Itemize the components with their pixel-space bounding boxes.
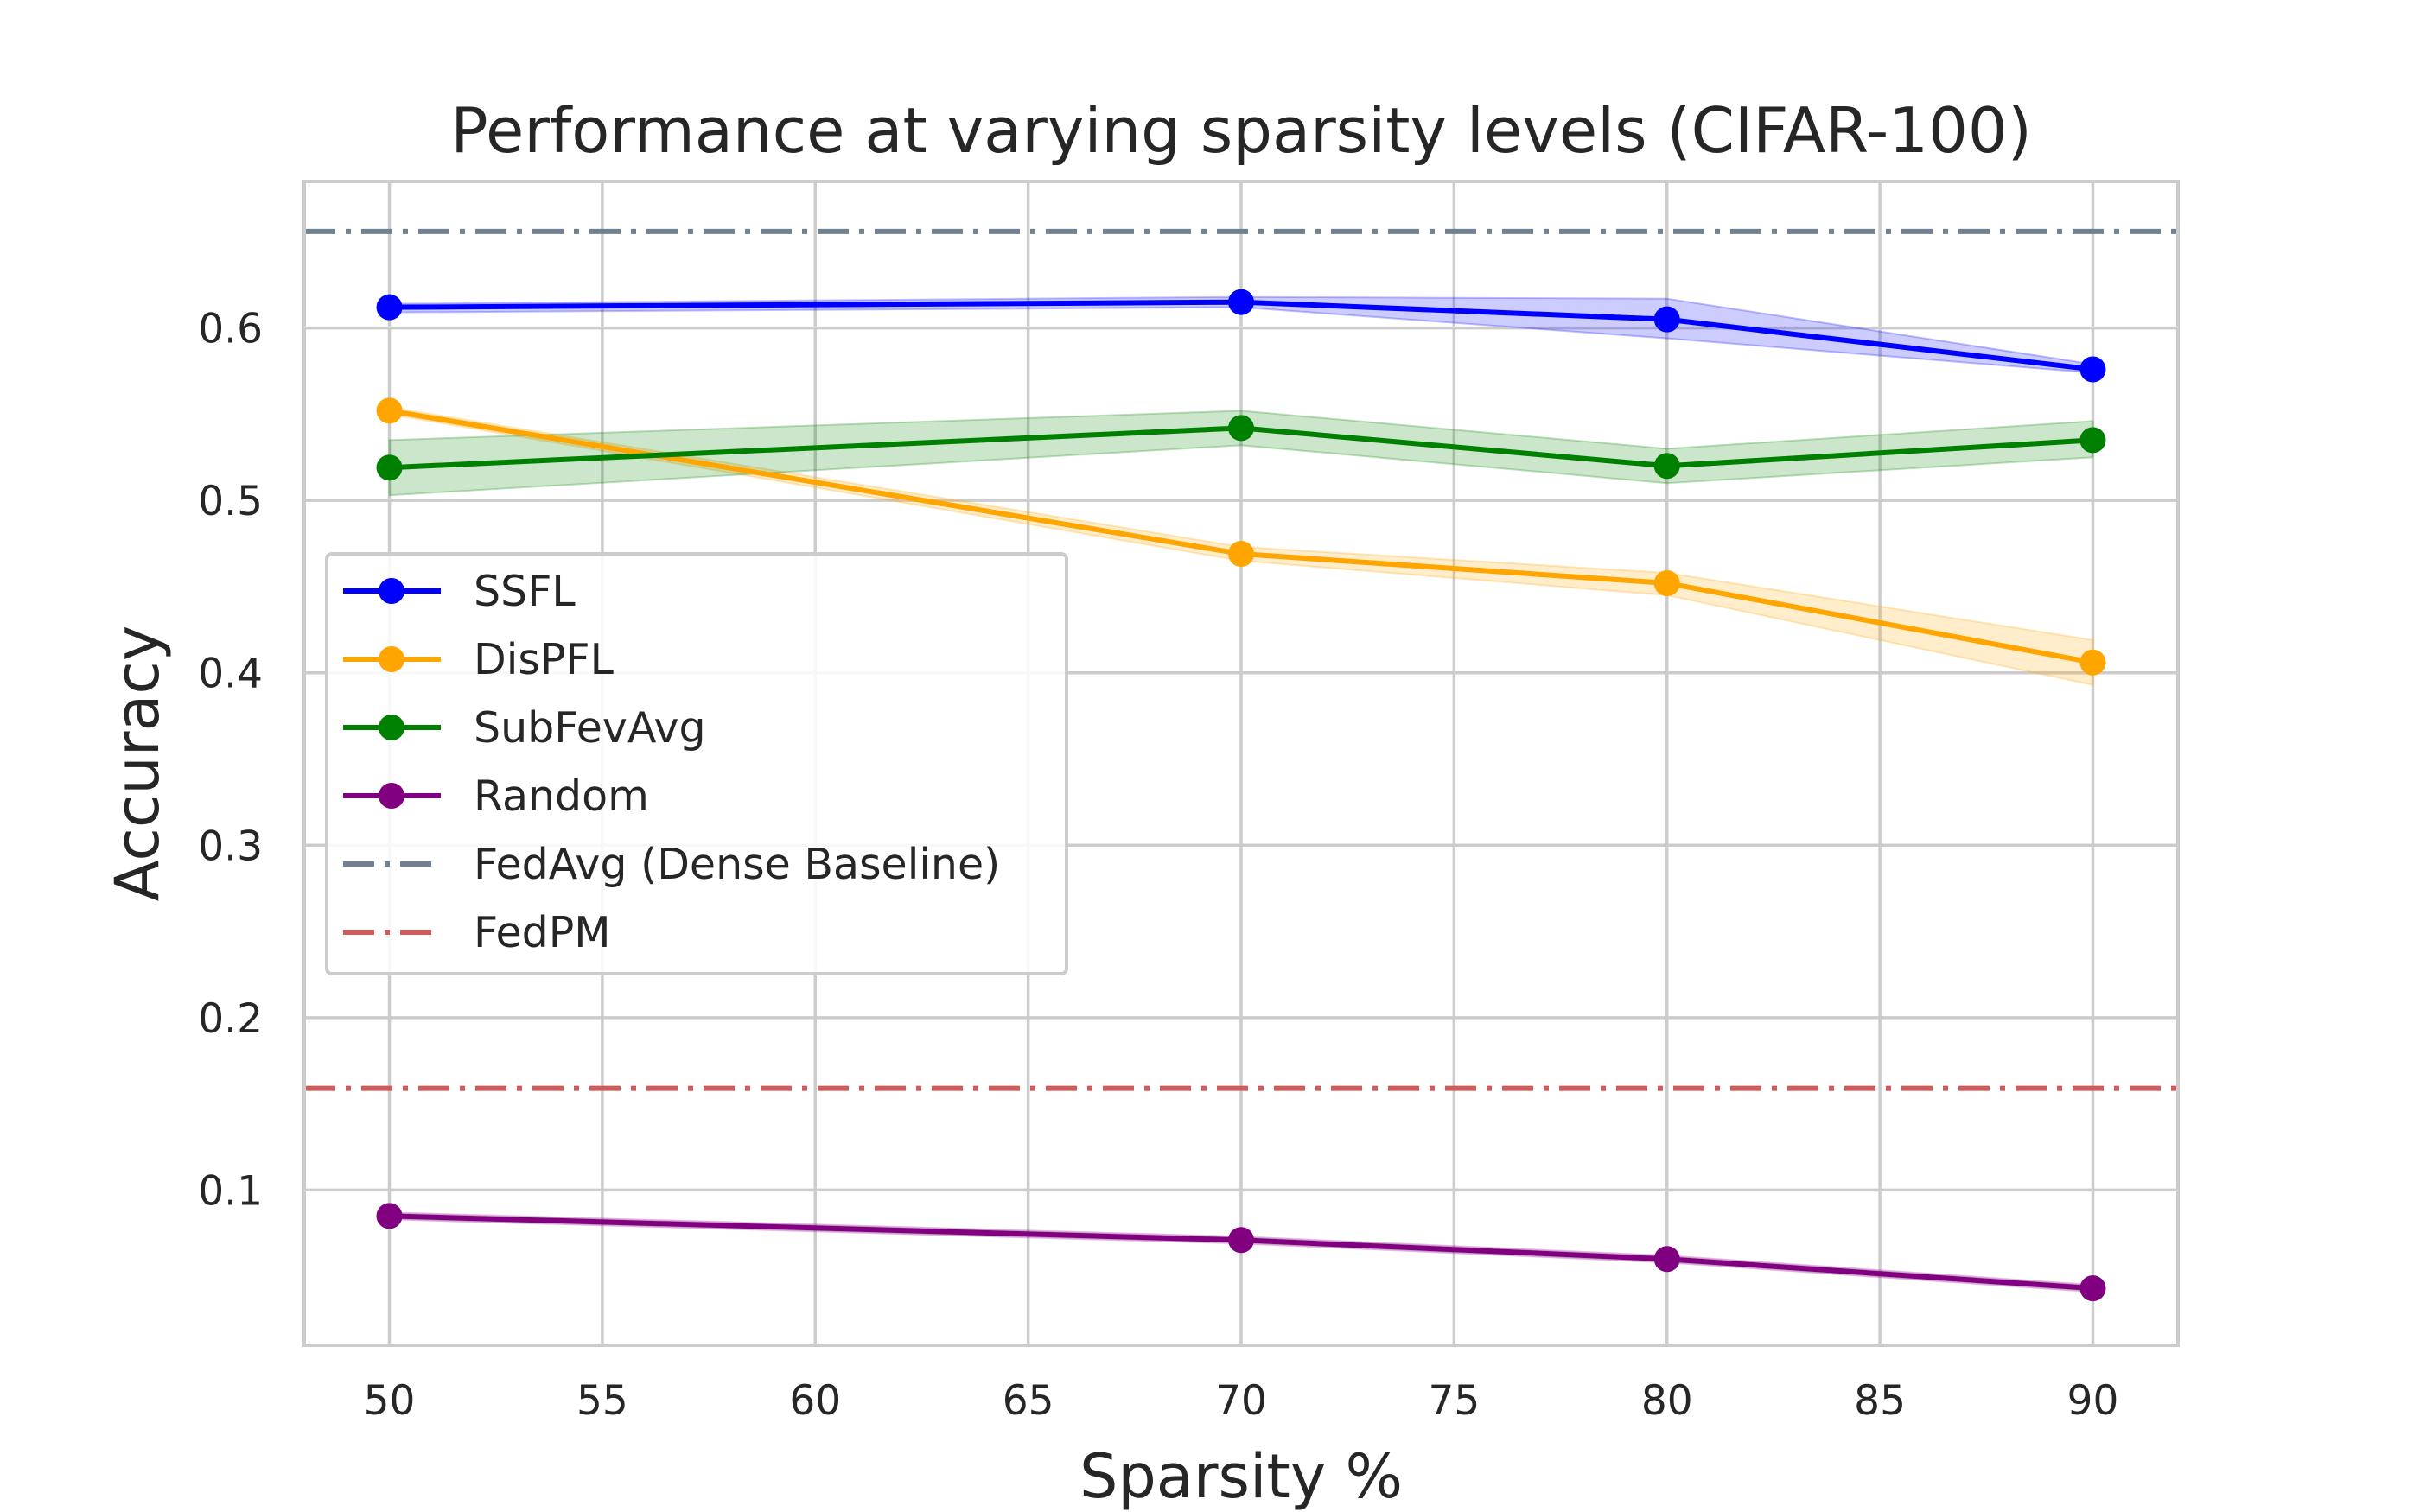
legend-marker xyxy=(379,646,404,672)
x-tick-labels: 50 55 60 65 70 75 80 85 90 xyxy=(364,1377,2119,1425)
data-point xyxy=(1653,453,1680,480)
legend-label: FedPM xyxy=(474,908,611,957)
data-point xyxy=(1228,415,1254,442)
legend-label: FedAvg (Dense Baseline) xyxy=(474,840,1000,889)
x-tick-label: 85 xyxy=(1854,1377,1906,1425)
legend-label: DisPFL xyxy=(474,635,615,684)
y-tick-label: 0.1 xyxy=(198,1167,263,1215)
y-tick-labels: 0.1 0.2 0.3 0.4 0.5 0.6 xyxy=(198,306,263,1216)
y-tick-label: 0.6 xyxy=(198,306,263,353)
series-lines xyxy=(376,289,2106,1302)
confidence-band xyxy=(388,406,2094,686)
legend-label: SubFevAvg xyxy=(474,703,706,753)
data-point xyxy=(1228,289,1254,315)
legend-label: SSFL xyxy=(474,567,576,616)
legend-label: Random xyxy=(474,772,649,821)
plot-frame xyxy=(302,180,2180,1347)
x-tick-label: 50 xyxy=(364,1377,416,1425)
data-point xyxy=(2079,356,2106,383)
data-point xyxy=(376,294,403,321)
y-tick-label: 0.2 xyxy=(198,995,263,1043)
x-tick-label: 60 xyxy=(789,1377,841,1425)
data-point xyxy=(1228,541,1254,568)
data-point xyxy=(1228,1227,1254,1254)
series-line xyxy=(389,425,2093,471)
data-point xyxy=(376,397,403,424)
x-tick-label: 80 xyxy=(1641,1377,1693,1425)
y-tick-label: 0.4 xyxy=(198,651,263,698)
legend-marker xyxy=(379,783,404,809)
data-point xyxy=(2079,427,2106,454)
series-line xyxy=(389,1213,2093,1292)
reference-lines xyxy=(304,228,2178,1091)
x-tick-label: 75 xyxy=(1428,1377,1480,1425)
series-line xyxy=(389,299,2093,372)
data-point xyxy=(1653,1246,1680,1273)
y-tick-label: 0.3 xyxy=(198,823,263,870)
x-axis-label: Sparsity % xyxy=(1079,1441,1403,1512)
y-tick-label: 0.5 xyxy=(198,478,263,525)
data-point xyxy=(1653,569,1680,596)
data-point xyxy=(376,1203,403,1229)
data-point xyxy=(1653,306,1680,333)
series-line xyxy=(389,408,2094,665)
x-tick-label: 55 xyxy=(576,1377,628,1425)
data-point xyxy=(2079,649,2106,676)
y-axis-label: Accuracy xyxy=(102,626,173,902)
chart-title: Performance at varying sparsity levels (… xyxy=(450,94,2032,167)
legend-box xyxy=(325,552,1068,975)
legend-marker xyxy=(379,578,404,604)
x-tick-label: 90 xyxy=(2067,1377,2119,1425)
legend: SSFL DisPFL SubFevAvg Random FedAvg (Dense B… xyxy=(325,552,1068,975)
x-tick-label: 70 xyxy=(1215,1377,1267,1425)
data-point xyxy=(2079,1275,2106,1302)
data-point xyxy=(376,454,403,481)
x-tick-label: 65 xyxy=(1003,1377,1054,1425)
legend-marker xyxy=(379,715,404,740)
